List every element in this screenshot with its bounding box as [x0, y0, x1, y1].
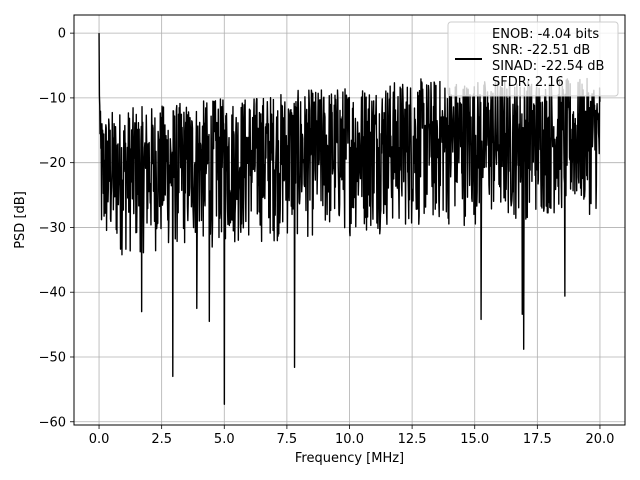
x-axis: 0.0 2.5 5.0 7.5 10.0 12.5 15.0 17.5 20.0: [89, 425, 614, 447]
legend-enob-text: ENOB: -4.04 bits: [492, 27, 599, 42]
y-axis: 0 −10 −20 −30 −40 −50 −60: [39, 27, 74, 430]
legend-snr-text: SNR: -22.51 dB: [492, 43, 590, 58]
x-tick-label: 15.0: [460, 432, 489, 447]
x-tick-label: 20.0: [585, 432, 614, 447]
legend-sinad-text: SINAD: -22.54 dB: [492, 59, 604, 74]
x-tick-label: 17.5: [523, 432, 552, 447]
legend-sfdr-text: SFDR: 2.16: [492, 75, 564, 90]
series-layer: [98, 33, 601, 405]
y-tick-label: −30: [39, 221, 66, 236]
x-tick-label: 7.5: [277, 432, 298, 447]
x-tick-label: 0.0: [89, 432, 110, 447]
y-tick-label: −50: [39, 350, 66, 365]
y-axis-label: PSD [dB]: [13, 191, 28, 249]
x-tick-label: 12.5: [398, 432, 427, 447]
x-axis-label: Frequency [MHz]: [295, 451, 404, 466]
legend-box: [447, 21, 619, 97]
x-tick-label: 2.5: [151, 432, 172, 447]
x-tick-label: 10.0: [335, 432, 364, 447]
legend: ENOB: -4.04 bits SNR: -22.51 dB SINAD: -…: [447, 21, 619, 97]
x-tick-label: 5.0: [214, 432, 235, 447]
psd-series-line: [98, 33, 601, 405]
y-tick-label: −10: [39, 91, 66, 106]
y-tick-label: 0: [58, 27, 66, 42]
y-tick-label: −60: [39, 415, 66, 430]
y-tick-label: −40: [39, 286, 66, 301]
y-tick-label: −20: [39, 156, 66, 171]
